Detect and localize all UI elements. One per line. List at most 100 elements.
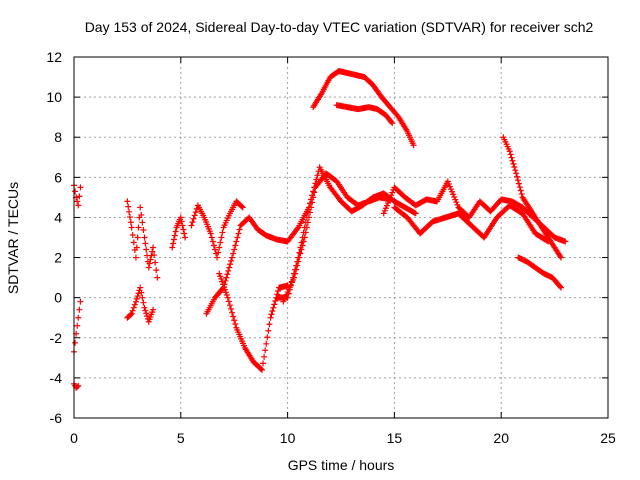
data-point — [388, 192, 395, 199]
data-point — [308, 204, 315, 211]
data-point — [231, 246, 238, 253]
series-s0c — [71, 380, 82, 391]
data-point — [302, 229, 309, 236]
data-point — [141, 304, 148, 311]
data-point — [221, 286, 228, 293]
data-point — [562, 238, 569, 245]
data-point — [144, 313, 151, 320]
data-point — [258, 366, 265, 373]
data-point — [189, 219, 196, 226]
data-point — [217, 239, 224, 246]
chart-title: Day 153 of 2024, Sidereal Day-to-day VTE… — [85, 19, 594, 35]
data-point — [453, 199, 460, 206]
data-point — [301, 234, 308, 241]
data-point — [313, 176, 320, 183]
series-s14 — [515, 254, 565, 291]
data-point — [275, 287, 282, 294]
data-point — [234, 234, 241, 241]
data-point — [128, 310, 135, 317]
data-point — [210, 242, 217, 249]
data-point — [506, 148, 513, 155]
data-point — [222, 289, 229, 296]
data-point — [271, 301, 278, 308]
data-point — [265, 327, 272, 334]
data-point — [146, 260, 153, 267]
data-point — [75, 314, 82, 321]
data-point — [72, 339, 79, 346]
data-point — [149, 248, 156, 255]
data-point — [220, 283, 227, 290]
data-point — [509, 157, 516, 164]
data-point — [260, 360, 267, 367]
data-point — [219, 278, 226, 285]
data-point — [383, 202, 390, 209]
data-point — [510, 160, 517, 167]
data-point — [150, 306, 157, 313]
data-point — [225, 298, 232, 305]
data-point — [227, 261, 234, 268]
series-s5 — [203, 204, 312, 317]
data-point — [127, 219, 134, 226]
data-point — [218, 234, 225, 241]
data-point — [131, 301, 138, 308]
data-point — [178, 218, 185, 225]
plot-frame — [73, 56, 609, 419]
data-point — [304, 219, 311, 226]
data-point — [294, 262, 301, 269]
data-point — [444, 178, 451, 185]
data-point — [231, 317, 238, 324]
data-point — [75, 202, 82, 209]
data-point — [291, 274, 298, 281]
data-point — [74, 322, 81, 329]
series-s3 — [169, 214, 189, 251]
data-point — [515, 180, 522, 187]
data-point — [188, 222, 195, 229]
data-point — [454, 201, 461, 208]
data-point — [191, 212, 198, 219]
data-point — [382, 205, 389, 212]
data-point — [152, 259, 159, 266]
data-point — [135, 224, 142, 231]
data-point — [75, 382, 82, 389]
data-point — [381, 207, 388, 214]
series-s9 — [310, 68, 417, 149]
data-point — [295, 258, 302, 265]
series-s10 — [333, 102, 396, 127]
data-point — [207, 230, 214, 237]
data-point — [138, 211, 145, 218]
data-point — [232, 242, 239, 249]
data-point — [236, 226, 243, 233]
data-point — [296, 254, 303, 261]
y-tick-label: 4 — [54, 209, 62, 225]
series-s0b — [71, 298, 84, 355]
data-point — [143, 310, 150, 317]
data-point — [267, 314, 274, 321]
data-point — [386, 197, 393, 204]
data-point — [518, 190, 525, 197]
data-point — [452, 196, 459, 203]
data-point — [230, 313, 237, 320]
data-point — [226, 264, 233, 271]
data-point — [127, 311, 134, 318]
data-point — [76, 193, 83, 200]
data-point — [208, 234, 215, 241]
data-point — [299, 242, 306, 249]
data-point — [239, 204, 246, 211]
data-point — [228, 257, 235, 264]
data-point — [142, 307, 149, 314]
data-point — [229, 254, 236, 261]
data-point — [229, 309, 236, 316]
data-point — [384, 200, 391, 207]
data-point — [74, 383, 81, 390]
data-point — [227, 305, 234, 312]
data-point — [169, 244, 176, 251]
data-point — [511, 164, 518, 171]
data-point — [179, 222, 186, 229]
x-tick-label: 5 — [177, 430, 185, 446]
data-point — [141, 234, 148, 241]
data-point — [170, 240, 177, 247]
data-point — [223, 274, 230, 281]
data-point — [132, 254, 139, 261]
data-point — [411, 209, 418, 216]
